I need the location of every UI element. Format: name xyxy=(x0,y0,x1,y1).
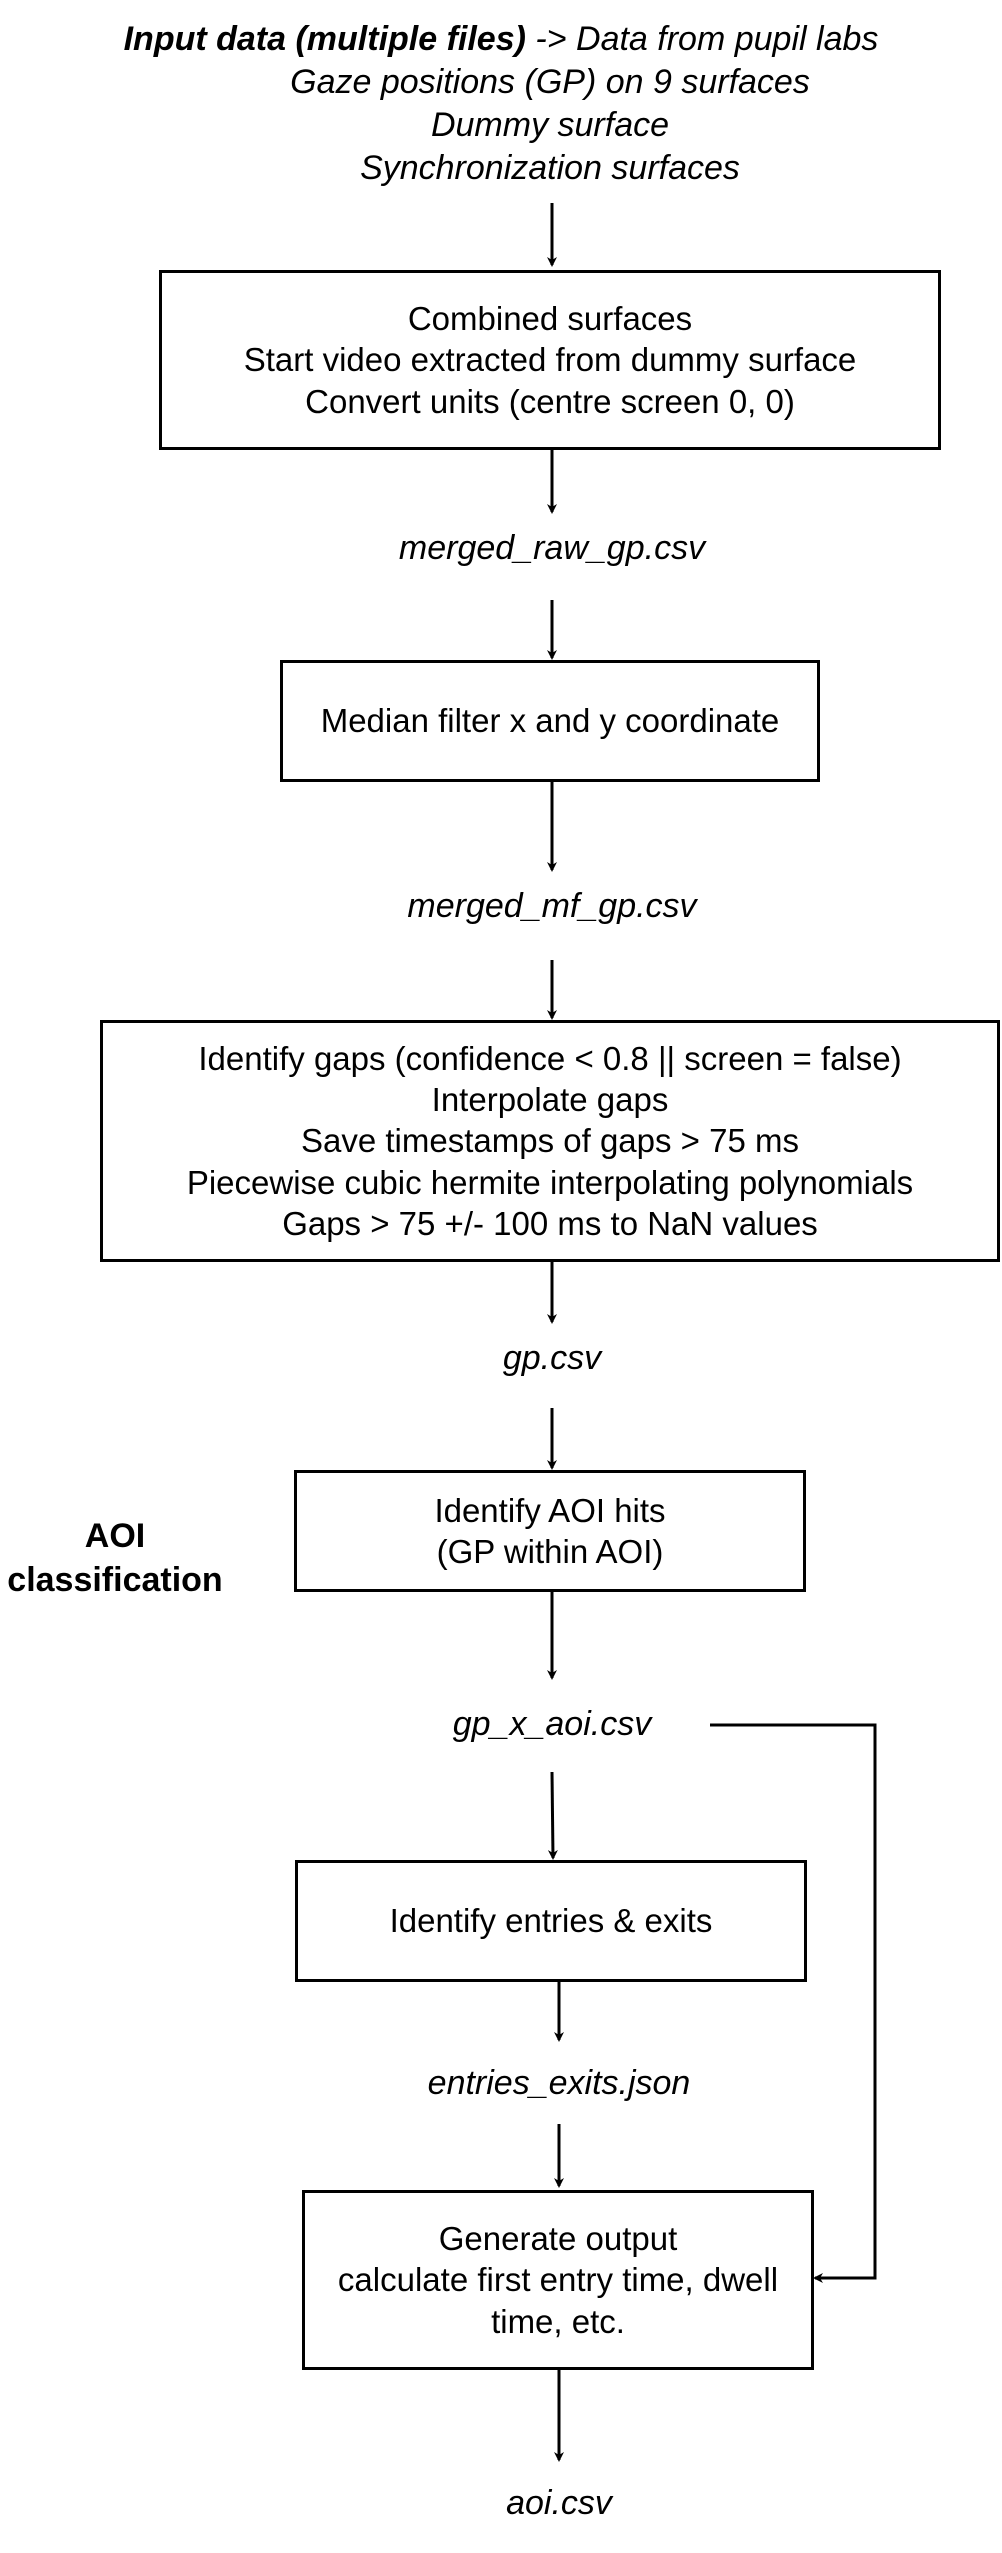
gap-processing-box: Identify gaps (confidence < 0.8 || scree… xyxy=(100,1020,1000,1262)
box6-line-2: calculate first entry time, dwell xyxy=(337,2261,779,2299)
box3-line-4: Piecewise cubic hermite interpolating po… xyxy=(186,1163,914,1201)
input-line-sync: Synchronization surfaces xyxy=(360,149,740,187)
file-merged-raw-gp: merged_raw_gp.csv xyxy=(398,529,706,567)
input-header-rest: -> Data from pupil labs xyxy=(525,20,879,58)
box2-line-1: Median filter x and y coordinate xyxy=(320,702,780,740)
box6-line-1: Generate output xyxy=(438,2220,678,2258)
file-gp: gp.csv xyxy=(502,1339,602,1377)
box3-line-1: Identify gaps (confidence < 0.8 || scree… xyxy=(198,1039,902,1077)
aoi-classification-label: AOI classification xyxy=(0,1514,230,1602)
identify-entries-exits-box: Identify entries & exits xyxy=(295,1860,807,1982)
box1-line-2: Start video extracted from dummy surface xyxy=(243,341,857,379)
file-gp-x-aoi: gp_x_aoi.csv xyxy=(452,1705,652,1743)
arrow-file4-to-box5 xyxy=(547,1771,558,1860)
file-entries-exits: entries_exits.json xyxy=(427,2064,691,2102)
input-header-bold: Input data (multiple files) xyxy=(123,20,526,58)
input-line-gaze: Gaze positions (GP) on 9 surfaces xyxy=(290,63,810,101)
box3-line-3: Save timestamps of gaps > 75 ms xyxy=(301,1122,799,1160)
box4-line-1: Identify AOI hits xyxy=(434,1491,666,1529)
identify-aoi-hits-box: Identify AOI hits (GP within AOI) xyxy=(294,1470,806,1592)
box4-line-2: (GP within AOI) xyxy=(436,1533,664,1570)
box3-line-5: Gaps > 75 +/- 100 ms to NaN values xyxy=(282,1204,818,1242)
aoi-label-line-1: AOI xyxy=(84,1517,146,1555)
file-aoi: aoi.csv xyxy=(506,2484,612,2522)
input-header: Input data (multiple files) -> Data from… xyxy=(0,18,1002,61)
input-line-dummy: Dummy surface xyxy=(430,106,670,144)
median-filter-box: Median filter x and y coordinate xyxy=(280,660,820,782)
combine-surfaces-box: Combined surfaces Start video extracted … xyxy=(159,270,941,450)
generate-output-box: Generate output calculate first entry ti… xyxy=(302,2190,814,2370)
box5-line-1: Identify entries & exits xyxy=(389,1902,713,1940)
box1-line-1: Combined surfaces xyxy=(407,300,693,338)
aoi-label-line-2: classification xyxy=(7,1561,223,1600)
box1-line-3: Convert units (centre screen 0, 0) xyxy=(305,382,795,420)
box3-line-2: Interpolate gaps xyxy=(431,1081,669,1119)
file-merged-mf-gp: merged_mf_gp.csv xyxy=(407,887,697,925)
box6-line-3: time, etc. xyxy=(491,2302,625,2340)
